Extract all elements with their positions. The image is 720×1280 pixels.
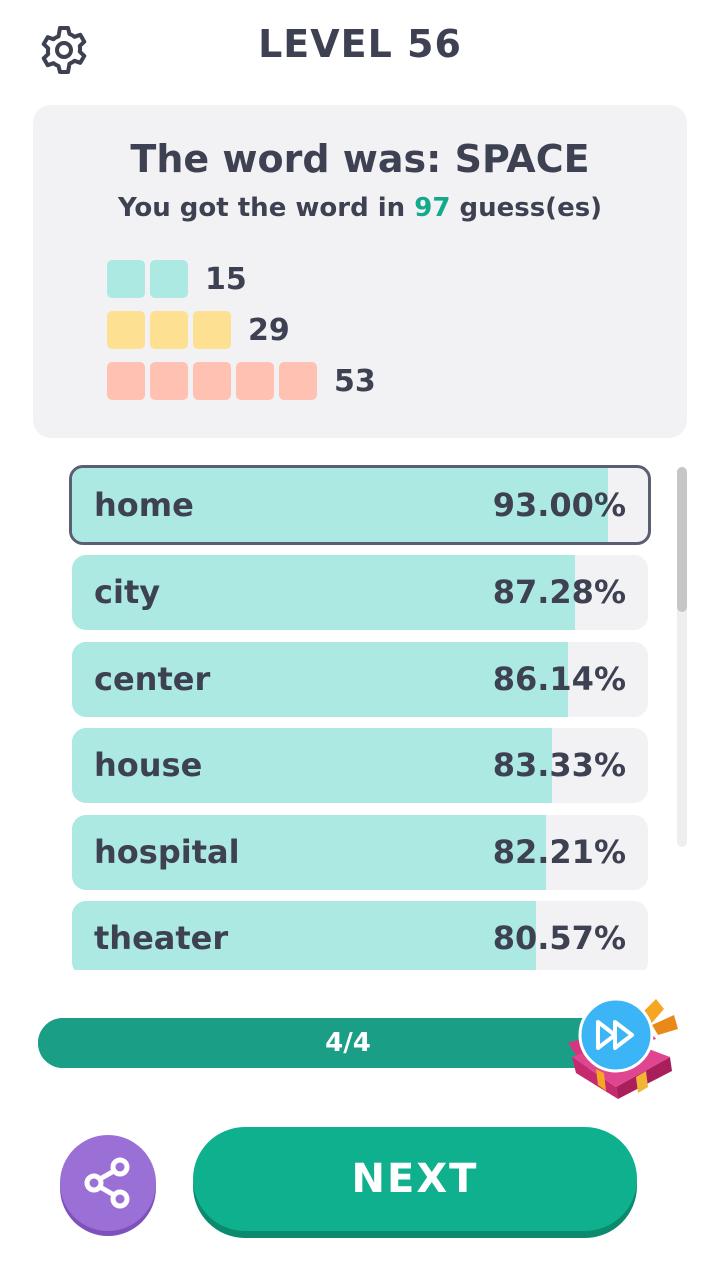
guess-row[interactable]: theater 80.57% xyxy=(72,901,648,970)
header: LEVEL 56 xyxy=(0,0,720,100)
guess-percent: 82.21% xyxy=(492,833,626,871)
guess-word: home xyxy=(94,486,194,524)
legend-count: 15 xyxy=(205,261,247,297)
guess-percent: 80.57% xyxy=(492,919,626,957)
guess-row[interactable]: hospital 82.21% xyxy=(72,815,648,890)
next-button[interactable]: NEXT xyxy=(193,1127,637,1231)
progress-fill xyxy=(38,1018,618,1068)
similarity-bar xyxy=(72,815,546,890)
guess-row[interactable]: home 93.00% xyxy=(69,465,651,545)
gear-icon[interactable] xyxy=(38,24,90,76)
legend-square xyxy=(107,260,145,298)
similarity-bar xyxy=(72,642,569,717)
guess-word: hospital xyxy=(94,833,240,871)
guess-percent: 87.28% xyxy=(492,573,626,611)
level-progress-bar xyxy=(38,1018,618,1068)
scroll-thumb[interactable] xyxy=(677,467,687,612)
guess-word: house xyxy=(94,746,203,784)
similarity-bar xyxy=(72,555,575,630)
legend-square xyxy=(150,311,188,349)
legend-square xyxy=(236,362,274,400)
guess-word: center xyxy=(94,660,211,698)
progress-label: 4/4 xyxy=(325,1028,371,1058)
legend-square xyxy=(107,362,145,400)
guess-percent: 93.00% xyxy=(492,486,626,524)
legend-square xyxy=(107,311,145,349)
guess-count: 97 xyxy=(414,193,451,223)
summary-prefix: You got the word in xyxy=(117,193,415,223)
scrollbar[interactable] xyxy=(677,467,687,847)
guess-row[interactable]: center 86.14% xyxy=(72,642,648,717)
result-card: The word was: SPACE You got the word in … xyxy=(33,105,687,438)
legend-square xyxy=(150,362,188,400)
legend-square xyxy=(193,311,231,349)
guess-percent: 83.33% xyxy=(492,746,626,784)
guess-list[interactable]: home 93.00% city 87.28% center 86.14% house 83.… xyxy=(0,455,720,970)
similarity-bar xyxy=(72,901,537,970)
legend-square xyxy=(193,362,231,400)
legend-count: 29 xyxy=(248,312,290,348)
gift-box-icon[interactable] xyxy=(560,995,685,1100)
fast-forward-icon xyxy=(578,997,654,1073)
legend-row: 29 xyxy=(107,311,290,349)
legend-count: 53 xyxy=(334,363,376,399)
guess-row[interactable]: house 83.33% xyxy=(72,728,648,803)
share-icon xyxy=(84,1157,130,1209)
result-summary: You got the word in 97 guess(es) xyxy=(33,193,687,223)
guess-word: theater xyxy=(94,919,229,957)
legend-row: 15 xyxy=(107,260,247,298)
result-title: The word was: SPACE xyxy=(130,137,590,181)
guess-percent: 86.14% xyxy=(492,660,626,698)
similarity-bar xyxy=(72,468,608,542)
guess-row[interactable]: city 87.28% xyxy=(72,555,648,630)
legend-row: 53 xyxy=(107,362,376,400)
summary-suffix: guess(es) xyxy=(450,193,603,223)
share-button[interactable] xyxy=(60,1135,156,1231)
guess-word: city xyxy=(94,573,161,611)
legend-square xyxy=(150,260,188,298)
legend-square xyxy=(279,362,317,400)
similarity-bar xyxy=(72,728,552,803)
level-title: LEVEL 56 xyxy=(258,22,462,66)
